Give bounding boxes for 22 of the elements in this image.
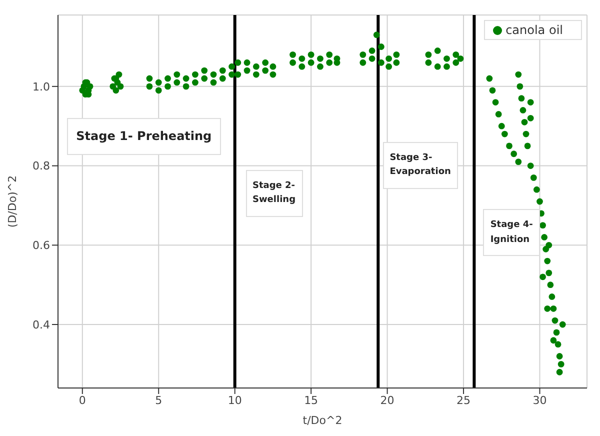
x-tick-label: 30	[532, 394, 547, 407]
x-tick-label: 15	[304, 394, 318, 407]
y-tick-label: 0.6	[32, 239, 50, 252]
y-tick-label: 0.4	[32, 318, 50, 332]
annotation: Stage 1- Preheating	[76, 129, 212, 144]
x-tick-label: 25	[456, 394, 471, 407]
x-axis-title: t/Do^2	[302, 414, 342, 427]
annotation: Stage 4- Ignition	[490, 220, 533, 245]
x-tick-label: 20	[380, 394, 394, 407]
y-tick-label: 1.0	[32, 80, 50, 94]
note-box: Stage 4- Ignition	[483, 209, 540, 256]
annotation: Stage 3- Evaporation	[390, 152, 451, 178]
note-box: Stage 3- Evaporation	[382, 142, 458, 189]
x-tick-label: 0	[78, 394, 86, 407]
legend-label: canola oil	[506, 23, 563, 37]
x-tick-label: 10	[228, 394, 242, 407]
note-box: Stage 1- Preheating	[67, 118, 221, 156]
annotation: Stage 2- Swelling	[252, 180, 296, 206]
y-tick-label: 0.8	[32, 160, 50, 173]
y-axis-title: (D/Do)^2	[6, 175, 19, 228]
x-tick-label: 5	[155, 394, 162, 407]
note-box: Stage 2- Swelling	[246, 170, 303, 217]
